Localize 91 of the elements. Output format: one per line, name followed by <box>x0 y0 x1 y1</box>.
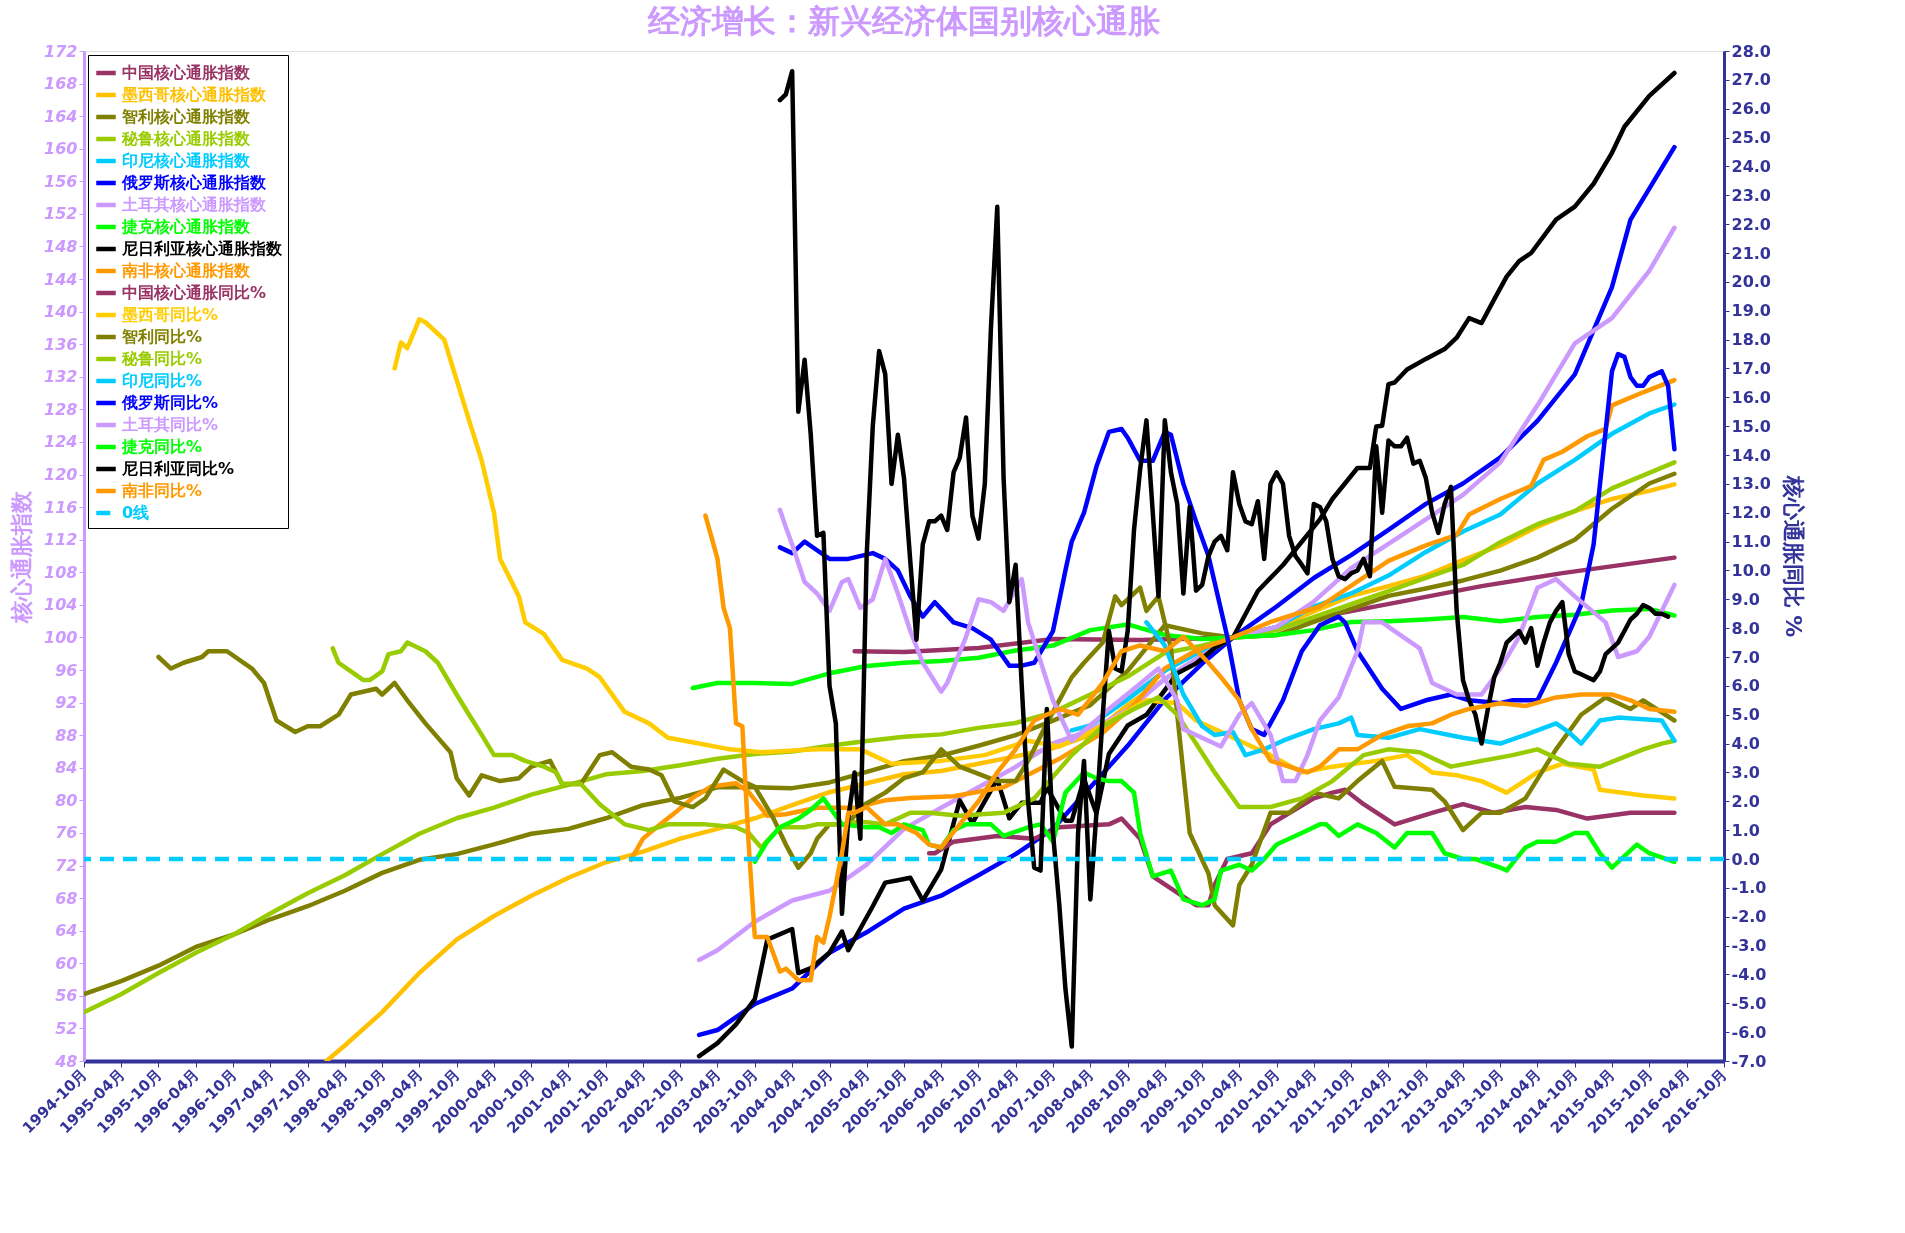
y2-tick-label: 6.0 <box>1731 676 1760 696</box>
y-tick-label: 80 <box>55 790 78 810</box>
legend-label: 捷克同比% <box>121 437 203 456</box>
y-tick-label: 96 <box>55 660 78 680</box>
legend-label: 俄罗斯同比% <box>121 393 219 412</box>
legend-label: 土耳其核心通胀指数 <box>121 195 267 214</box>
y2-tick-label: 14.0 <box>1731 445 1771 465</box>
y2-tick-label: 20.0 <box>1731 272 1771 292</box>
y-axis-title: 核心通胀指数 <box>9 489 35 624</box>
y-tick-label: 88 <box>55 725 78 745</box>
y2-tick-label: 4.0 <box>1731 734 1760 754</box>
y2-tick-label: 8.0 <box>1731 618 1760 638</box>
y2-tick-label: 1.0 <box>1731 820 1760 840</box>
y2-tick-label: 26.0 <box>1731 99 1771 119</box>
legend-label: 墨西哥核心通胀指数 <box>121 85 267 104</box>
y-tick-label: 60 <box>55 953 78 973</box>
y2-tick-label: -7.0 <box>1731 1051 1767 1071</box>
y2-tick-label: 17.0 <box>1731 358 1771 378</box>
y-tick-label: 128 <box>44 399 78 419</box>
y-tick-label: 168 <box>44 74 78 94</box>
y2-tick-label: 3.0 <box>1731 762 1760 782</box>
y2-tick-label: 0.0 <box>1731 849 1760 869</box>
y2-tick-label: 5.0 <box>1731 705 1760 725</box>
y2-tick-label: 16.0 <box>1731 387 1771 407</box>
legend-label: 土耳其同比% <box>121 415 219 434</box>
y-tick-label: 132 <box>44 367 78 387</box>
y2-tick-label: 23.0 <box>1731 185 1771 205</box>
y-tick-label: 84 <box>55 758 78 778</box>
y2-tick-label: 9.0 <box>1731 589 1760 609</box>
legend-label: 0线 <box>122 503 150 522</box>
y2-tick-label: -1.0 <box>1731 878 1767 898</box>
legend-label: 南非核心通胀指数 <box>121 261 251 280</box>
y2-tick-label: 25.0 <box>1731 128 1771 148</box>
legend-label: 尼日利亚核心通胀指数 <box>121 239 283 258</box>
chart-title: 经济增长：新兴经济体国别核心通胀 <box>647 2 1161 40</box>
y-tick-label: 64 <box>55 921 78 941</box>
y2-tick-label: 2.0 <box>1731 791 1760 811</box>
y2-tick-label: 11.0 <box>1731 532 1771 552</box>
y-tick-label: 172 <box>44 41 78 61</box>
legend-label: 秘鲁同比% <box>121 349 203 368</box>
y2-tick-label: 12.0 <box>1731 503 1771 523</box>
y2-axis-title: 核心通胀同比 % <box>1780 474 1806 638</box>
legend-label: 尼日利亚同比% <box>121 459 235 478</box>
y2-tick-label: 7.0 <box>1731 647 1760 667</box>
legend-label: 智利核心通胀指数 <box>121 107 251 126</box>
legend-label: 中国核心通胀指数 <box>122 63 251 82</box>
y2-tick-label: 13.0 <box>1731 474 1771 494</box>
legend-label: 秘鲁核心通胀指数 <box>121 129 251 148</box>
y2-tick-label: -3.0 <box>1731 936 1767 956</box>
y-tick-label: 108 <box>44 562 78 582</box>
y-tick-label: 116 <box>44 497 78 517</box>
y-tick-label: 76 <box>55 823 78 843</box>
y-tick-label: 124 <box>44 432 78 452</box>
y-tick-label: 92 <box>55 693 78 713</box>
y2-tick-label: 18.0 <box>1731 330 1771 350</box>
y2-tick-label: 22.0 <box>1731 214 1771 234</box>
y-tick-label: 72 <box>55 856 78 876</box>
y2-tick-label: 19.0 <box>1731 301 1771 321</box>
y2-tick-label: 24.0 <box>1731 156 1771 176</box>
y2-tick-label: 28.0 <box>1731 41 1771 61</box>
y2-tick-label: 10.0 <box>1731 560 1771 580</box>
y2-tick-label: -2.0 <box>1731 907 1767 927</box>
y2-tick-label: 27.0 <box>1731 70 1771 90</box>
legend-label: 南非同比% <box>121 481 203 500</box>
legend-label: 智利同比% <box>121 327 203 346</box>
y2-tick-label: -5.0 <box>1731 993 1767 1013</box>
y-tick-label: 104 <box>44 595 78 615</box>
y-tick-label: 156 <box>44 171 78 191</box>
y-tick-label: 144 <box>44 269 78 289</box>
legend-label: 中国核心通胀同比% <box>122 283 267 302</box>
y-tick-label: 68 <box>55 888 78 908</box>
y-tick-label: 52 <box>55 1018 78 1038</box>
y2-tick-label: -6.0 <box>1731 1022 1767 1042</box>
y-tick-label: 136 <box>44 334 78 354</box>
y-tick-label: 164 <box>44 106 78 126</box>
legend-label: 印尼同比% <box>122 371 203 390</box>
y-tick-label: 148 <box>44 236 78 256</box>
y-tick-label: 160 <box>44 139 78 159</box>
y-tick-label: 100 <box>44 627 78 647</box>
y-tick-label: 140 <box>44 302 78 322</box>
y-tick-label: 152 <box>44 204 78 224</box>
legend-label: 捷克核心通胀指数 <box>121 217 251 236</box>
legend-label: 印尼核心通胀指数 <box>122 151 251 170</box>
legend-label: 俄罗斯核心通胀指数 <box>121 173 267 192</box>
y-tick-label: 120 <box>44 465 78 485</box>
legend-label: 墨西哥同比% <box>121 305 219 324</box>
y2-tick-label: 21.0 <box>1731 243 1771 263</box>
y2-tick-label: 15.0 <box>1731 416 1771 436</box>
y-tick-label: 56 <box>55 986 78 1006</box>
y2-tick-label: -4.0 <box>1731 964 1767 984</box>
y-tick-label: 112 <box>44 530 78 550</box>
